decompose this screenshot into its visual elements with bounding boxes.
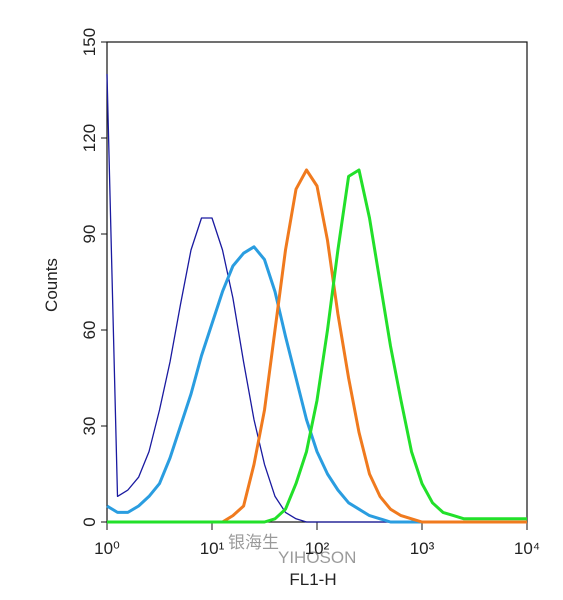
x-axis-label: FL1-H <box>289 570 336 589</box>
series-line <box>107 168 527 524</box>
y-axis-label: Counts <box>42 258 61 312</box>
watermark: 银海生 <box>228 533 279 552</box>
y-tick-label: 60 <box>80 321 99 340</box>
y-tick-label: 120 <box>80 124 99 152</box>
series-line <box>106 245 527 524</box>
y-tick-label: 30 <box>80 417 99 436</box>
y-tick-label: 150 <box>80 28 99 56</box>
x-tick-label: 10¹ <box>200 539 225 558</box>
x-tick-label: 10² <box>305 539 330 558</box>
x-tick-label: 10³ <box>410 539 435 558</box>
watermark: YIHOSON <box>278 548 356 567</box>
y-tick-label: 0 <box>80 517 99 526</box>
x-tick-label: 10⁰ <box>94 539 120 558</box>
x-tick-label: 10⁴ <box>514 539 540 558</box>
y-tick-label: 90 <box>80 225 99 244</box>
series-line <box>107 168 527 524</box>
